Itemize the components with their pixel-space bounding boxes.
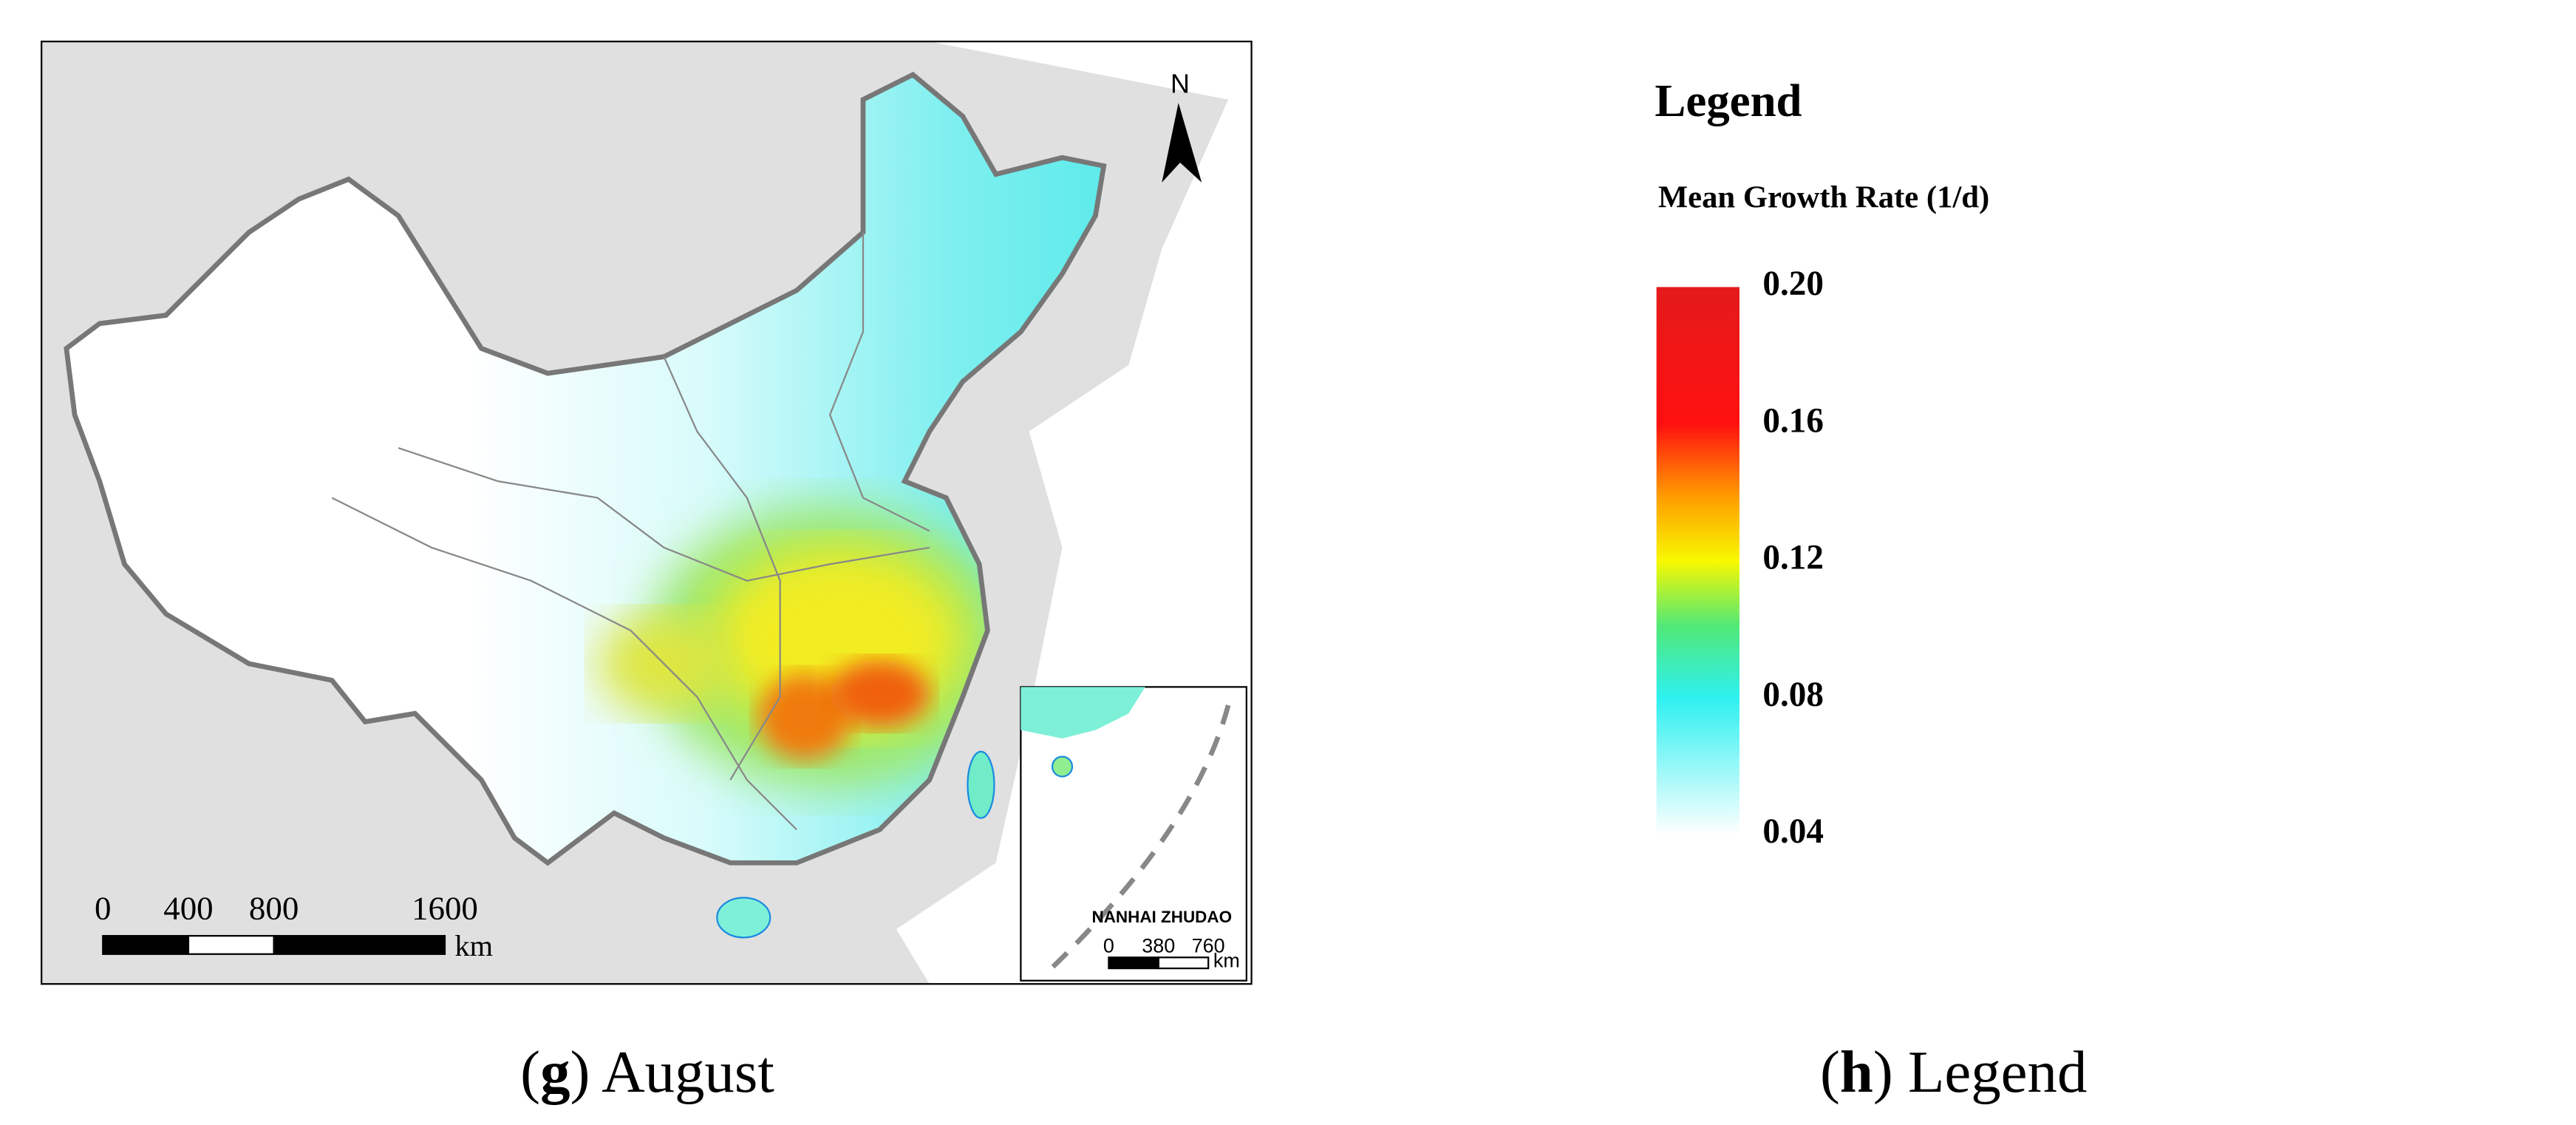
province-border xyxy=(398,447,930,582)
legend-tick-label: 0.04 xyxy=(1762,812,1824,851)
colorbar xyxy=(1656,287,1740,835)
inset-scale-bar-label: 380 xyxy=(1142,935,1175,957)
taiwan xyxy=(967,750,995,819)
inset-coast xyxy=(1020,687,1145,738)
nine-dash-line xyxy=(1047,704,1231,973)
caption-prefix: ( xyxy=(1820,1039,1840,1105)
caption-text: ) August xyxy=(570,1039,774,1105)
inset-scale-bar-label: 760 xyxy=(1192,935,1225,957)
scale-bar-label: 800 xyxy=(249,890,299,927)
hot-zone xyxy=(758,673,852,761)
scale-bar-label: 400 xyxy=(163,890,213,927)
scale-bar-segment xyxy=(273,934,446,955)
province-border xyxy=(828,232,930,532)
caption-text: ) Legend xyxy=(1873,1039,2088,1105)
scale-bar-segment xyxy=(187,934,275,955)
hainan xyxy=(716,897,771,939)
inset-scale-bar-label: 0 xyxy=(1103,935,1114,957)
legend-title: Legend xyxy=(1655,75,1802,126)
inset-island xyxy=(1051,755,1074,778)
north-arrow xyxy=(1162,103,1202,183)
inset-title: NANHAI ZHUDAO xyxy=(1092,908,1233,926)
hot-zone xyxy=(830,660,930,727)
legend-subtitle: Mean Growth Rate (1/d) xyxy=(1658,180,1989,215)
legend-tick-label: 0.08 xyxy=(1762,676,1824,714)
inset-scale-unit: km xyxy=(1213,950,1240,972)
province-border xyxy=(331,497,797,831)
caption-letter: h xyxy=(1840,1039,1873,1105)
scale-unit: km xyxy=(454,929,493,962)
scale-bar-label: 0 xyxy=(95,890,111,927)
legend-tick-label: 0.16 xyxy=(1762,401,1824,440)
inset-scale-bar-segment xyxy=(1108,956,1159,970)
legend-tick-label: 0.20 xyxy=(1762,265,1824,303)
scale-bar-segment xyxy=(102,934,190,955)
caption: (g) August xyxy=(520,1039,774,1105)
caption: (h) Legend xyxy=(1820,1039,2087,1105)
province-border xyxy=(663,356,781,781)
caption-prefix: ( xyxy=(520,1039,540,1105)
caption-letter: g xyxy=(540,1039,570,1105)
legend-tick-label: 0.12 xyxy=(1762,539,1824,577)
inset-scale-bar-segment xyxy=(1157,956,1210,970)
scale-bar-label: 1600 xyxy=(412,890,478,927)
north-label: N xyxy=(1171,69,1190,99)
map-frame xyxy=(41,40,1253,985)
